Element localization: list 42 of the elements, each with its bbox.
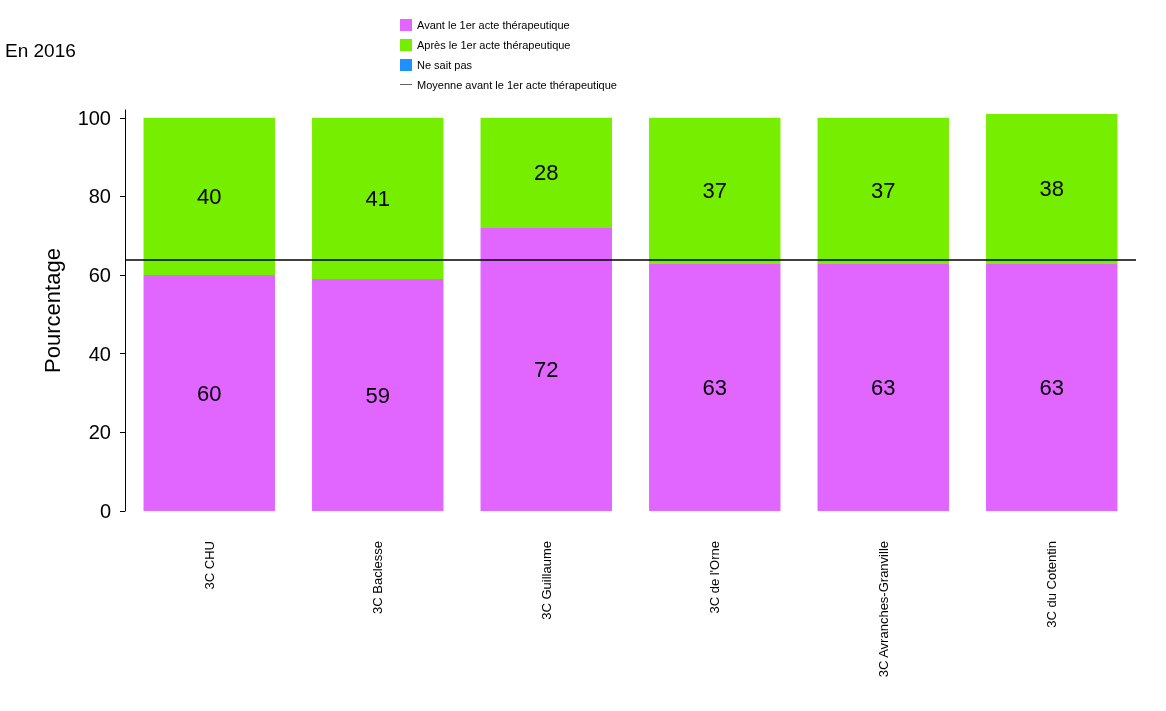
y-tick-label: 60	[88, 264, 111, 287]
data-label: 60	[197, 380, 222, 406]
data-label: 72	[534, 356, 559, 382]
data-label: 37	[871, 178, 896, 204]
data-label: 28	[534, 160, 559, 186]
data-label: 37	[702, 178, 727, 204]
legend-label: Ne sait pas	[417, 59, 473, 71]
data-label: 59	[365, 382, 390, 408]
data-label: 38	[1039, 176, 1064, 202]
y-tick-label: 100	[77, 106, 111, 129]
data-label: 63	[702, 374, 727, 400]
bar	[817, 117, 949, 264]
legend-label: Moyenne avant le 1er acte thérapeutique	[417, 78, 617, 91]
bar	[986, 263, 1118, 511]
bar	[649, 117, 781, 264]
y-tick-label: 40	[88, 342, 111, 365]
bar	[312, 279, 444, 511]
x-tick-label: 3C Guillaume	[538, 541, 554, 620]
data-label: 41	[365, 185, 390, 211]
y-tick-label: 80	[88, 185, 111, 208]
bar	[817, 263, 949, 511]
bar	[143, 117, 275, 276]
data-label: 40	[197, 183, 222, 209]
x-tick-label: 3C Baclesse	[370, 541, 386, 614]
x-tick-label: 3C Avranches-Granville	[875, 541, 891, 678]
bar	[312, 117, 444, 280]
legend-label: Après le 1er acte thérapeutique	[417, 39, 571, 51]
data-label: 63	[1039, 374, 1064, 400]
bar	[143, 275, 275, 511]
y-tick-label: 20	[88, 421, 111, 444]
x-tick-label: 3C CHU	[201, 541, 217, 590]
x-tick-label: 3C de l'Orne	[707, 541, 723, 614]
legend-label: Avant le 1er acte thérapeutique	[417, 19, 570, 31]
y-axis-title: Pourcentage	[39, 248, 65, 373]
bar	[480, 117, 612, 228]
x-tick-label: 3C du Cotentin	[1044, 541, 1060, 628]
bar	[480, 227, 612, 511]
y-tick-label: 0	[99, 500, 111, 522]
bar	[649, 263, 781, 511]
bar	[986, 113, 1118, 264]
chart-title: En 2016	[5, 40, 76, 61]
data-label: 63	[871, 374, 896, 400]
